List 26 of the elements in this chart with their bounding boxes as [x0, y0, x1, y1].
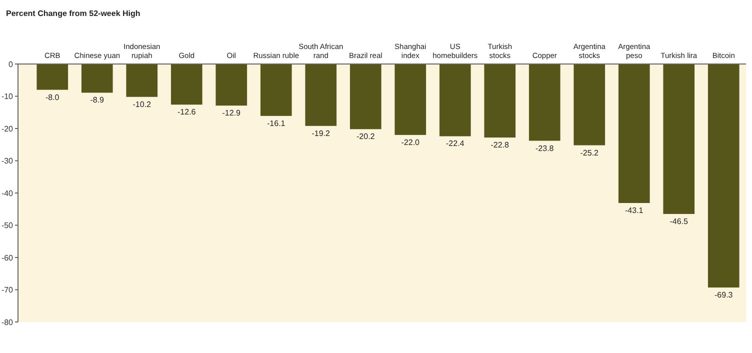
data-label: -20.2: [356, 132, 376, 142]
y-tick-label: -60: [1, 253, 14, 262]
y-tick-label: -40: [1, 188, 14, 198]
data-label: -25.2: [580, 148, 600, 158]
data-label: -12.9: [222, 108, 242, 118]
data-label: -12.6: [178, 108, 196, 117]
y-tick-label: -50: [1, 221, 14, 230]
data-label: -16.1: [267, 118, 286, 128]
chart-title: Percent Change from 52-week High: [6, 9, 140, 18]
data-label: -22.4: [446, 139, 465, 148]
y-tick-label: -20: [1, 124, 14, 134]
data-label: -23.8: [536, 144, 554, 153]
y-tick-label: 0: [8, 60, 14, 69]
y-tick-label: -70: [1, 286, 14, 295]
data-label: -10.2: [132, 100, 152, 109]
data-label: -43.1: [625, 206, 644, 215]
y-tick-label: -30: [1, 156, 14, 166]
data-label: -22.8: [490, 140, 510, 150]
data-label: -19.2: [312, 128, 331, 138]
data-label: -8.9: [90, 96, 105, 105]
data-label: -8.0: [45, 92, 60, 102]
y-tick-label: -80: [1, 318, 14, 327]
data-label: -22.0: [401, 138, 420, 147]
y-tick-label: -10: [1, 92, 14, 102]
data-label: -69.3: [714, 290, 734, 300]
data-label: -46.5: [670, 216, 689, 226]
